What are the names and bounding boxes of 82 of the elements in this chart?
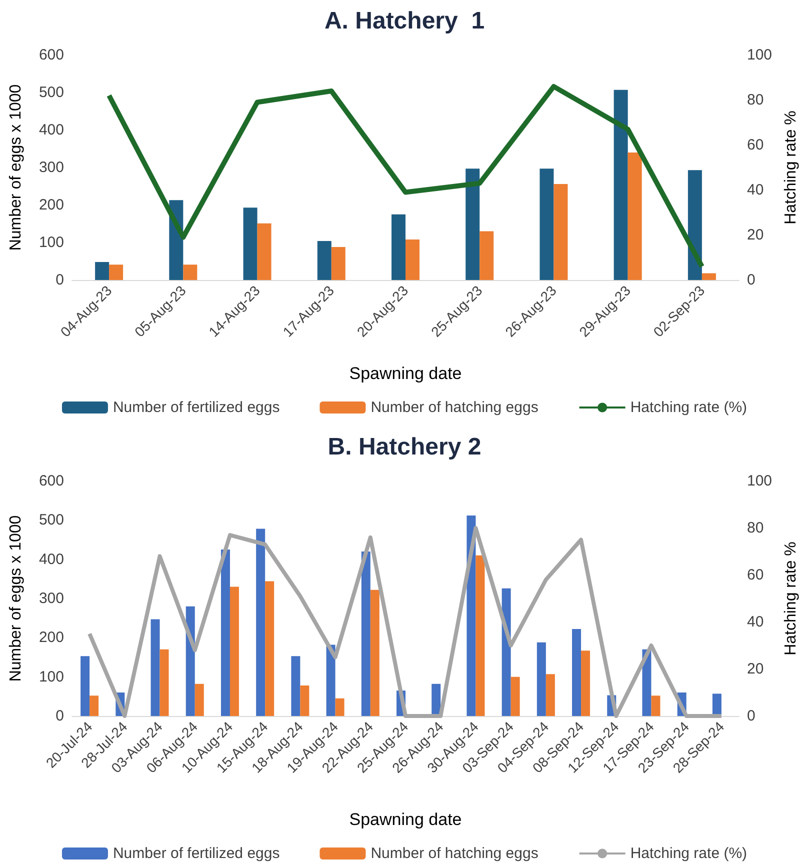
bar [183, 264, 198, 280]
bar [432, 684, 441, 716]
bar [80, 656, 90, 716]
bar [230, 586, 239, 716]
bar [243, 208, 258, 280]
y2-tick-label: 60 [747, 566, 764, 584]
bar [257, 223, 272, 280]
bar [220, 550, 230, 716]
bar [476, 555, 485, 716]
y-tick-label: 500 [38, 512, 64, 529]
y2-tick-label: 100 [747, 46, 772, 64]
bar [109, 264, 124, 280]
y-tick-label: 600 [38, 472, 64, 490]
y2-tick-label: 20 [747, 226, 764, 244]
legend-label: Hatching rate (%) [630, 845, 748, 862]
bar [712, 694, 722, 716]
y-tick-label: 200 [38, 629, 64, 646]
bar [361, 552, 370, 716]
y2-tick-label: 0 [747, 708, 756, 724]
bar [480, 231, 494, 280]
bar [317, 241, 332, 280]
bar [326, 644, 336, 716]
bar [300, 685, 310, 716]
bar [581, 650, 590, 716]
bar [335, 698, 344, 716]
bar [614, 90, 628, 280]
y2-tick-label: 40 [747, 182, 764, 198]
x-axis-title: Spawning date [349, 810, 462, 829]
legend-label: Number of fertilized eggs [112, 845, 280, 862]
bar [466, 168, 480, 280]
y2-axis-title: Hatching rate % [782, 110, 800, 224]
bar [90, 696, 99, 716]
legend-label: Number of fertilized eggs [112, 399, 280, 416]
bar [510, 676, 520, 716]
y-tick-label: 300 [38, 159, 64, 176]
y2-tick-label: 80 [747, 520, 764, 536]
chart-title: A. Hatchery 1 [324, 8, 485, 34]
chart-title: B. Hatchery 2 [328, 434, 482, 460]
y-tick-label: 100 [38, 234, 64, 251]
y-tick-label: 500 [38, 84, 64, 101]
y2-tick-label: 20 [747, 660, 764, 678]
y-axis-title: Number of eggs x 1000 [8, 515, 24, 682]
bar [150, 619, 160, 716]
y-tick-label: 0 [56, 272, 64, 288]
bar [546, 674, 555, 716]
y2-tick-label: 40 [747, 614, 764, 630]
y2-tick-label: 0 [747, 272, 756, 288]
y-tick-label: 200 [38, 196, 64, 214]
bar [651, 696, 660, 716]
bar [291, 656, 300, 716]
y2-axis-title: Hatching rate % [782, 542, 800, 656]
legend-label: Hatching rate (%) [630, 399, 748, 416]
y-axis-title: Number of eggs x 1000 [8, 84, 24, 251]
y-tick-label: 400 [38, 550, 64, 568]
x-axis-title: Spawning date [349, 364, 462, 383]
bar [392, 214, 406, 280]
y-tick-label: 400 [38, 122, 64, 138]
y-tick-label: 0 [56, 708, 64, 724]
bar [256, 528, 266, 716]
bar [702, 273, 716, 280]
bar [406, 240, 420, 280]
bar [265, 581, 274, 716]
bar [572, 629, 582, 716]
bar [194, 684, 204, 716]
y2-tick-label: 60 [747, 136, 764, 154]
y-tick-label: 100 [38, 668, 64, 686]
bar [688, 170, 702, 280]
y2-tick-label: 80 [747, 92, 764, 108]
y-tick-label: 600 [38, 46, 64, 64]
bar [540, 168, 554, 280]
bar [160, 649, 169, 716]
bar [554, 184, 568, 280]
bar [331, 247, 346, 280]
legend-label: Number of hatching eggs [370, 399, 538, 416]
y-tick-label: 300 [38, 590, 64, 607]
bar [628, 152, 642, 280]
line-series [88, 526, 724, 718]
bar [370, 590, 380, 716]
bar [95, 262, 110, 280]
legend-label: Number of hatching eggs [370, 845, 538, 862]
y2-tick-label: 100 [747, 472, 772, 490]
bar [536, 642, 546, 716]
